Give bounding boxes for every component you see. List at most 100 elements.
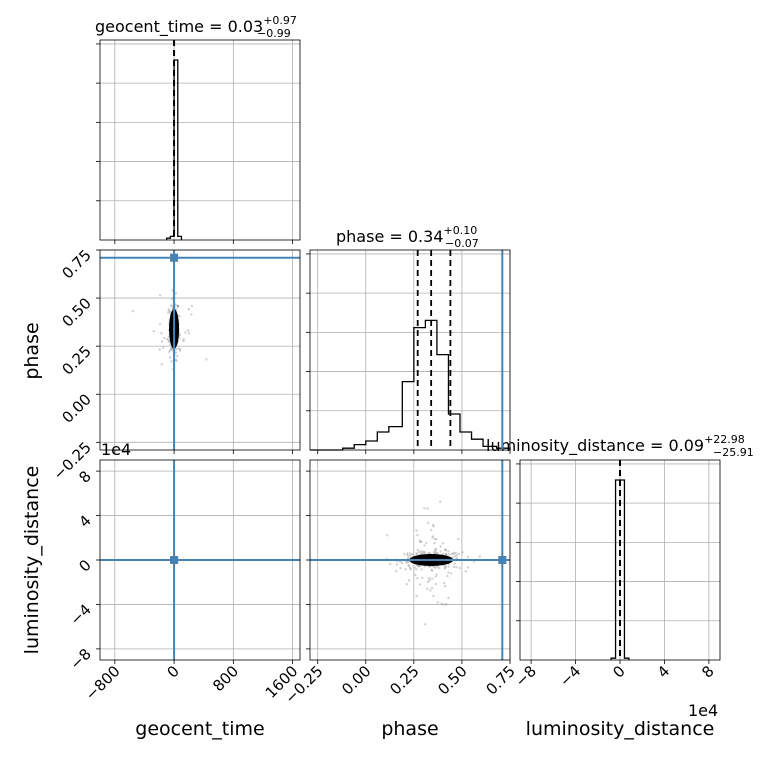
pg-sample-point	[160, 332, 163, 335]
lp-sample-point	[416, 533, 419, 537]
hist-geocent-frame	[99, 39, 301, 241]
lp-sample-point	[404, 567, 407, 571]
pg-sample-point	[178, 333, 182, 337]
pg-sample-point	[168, 310, 172, 314]
lp-sample-point	[409, 553, 413, 557]
lp-sample-point	[421, 576, 424, 580]
lp-sample-point	[411, 552, 415, 556]
pg-sample-point	[182, 339, 185, 343]
lp-sample-point	[444, 549, 447, 552]
lp-sample-point	[457, 552, 460, 556]
lp-sample-point	[427, 521, 430, 525]
lp-sample-point	[423, 506, 426, 510]
lp-sample-point	[407, 564, 410, 567]
lp-sample-point	[406, 552, 409, 555]
lp-sample-point	[428, 579, 431, 582]
title-geocent-time-minus: −0.99	[257, 27, 291, 40]
exponent-label-luminosity-distance-x: 1e4	[688, 701, 718, 720]
x-axis-label-geocent-time: geocent_time	[135, 718, 264, 740]
pg-sample-point	[178, 336, 181, 339]
lp-sample-point	[420, 552, 423, 555]
pg-sample-point	[174, 351, 178, 354]
lp-sample-point	[433, 541, 436, 545]
pg-sample-point	[174, 347, 178, 351]
lp-sample-point	[430, 528, 433, 532]
lp-sample-point	[443, 567, 447, 570]
lp-sample-point	[439, 550, 442, 553]
lp-sample-point	[420, 550, 423, 553]
lg-truth-marker	[170, 556, 179, 564]
pg-sample-point	[184, 331, 187, 334]
lp-sample-point	[428, 551, 431, 555]
pg-sample-point	[174, 358, 178, 362]
lp-sample-point	[426, 507, 429, 510]
lp-sample-point	[447, 553, 451, 556]
pg-sample-point	[170, 360, 173, 363]
pg-sample-point	[171, 289, 174, 292]
lp-sample-point	[435, 573, 438, 576]
lp-sample-point	[444, 565, 447, 568]
lp-sample-point	[429, 589, 432, 592]
pg-sample-point	[160, 363, 164, 366]
lp-sample-point	[442, 581, 446, 585]
pg-sample-point	[168, 309, 171, 312]
lp-sample-point	[408, 566, 412, 570]
lp-sample-point	[432, 525, 435, 528]
pg-sample-point	[158, 323, 162, 326]
pg-sample-point	[176, 305, 180, 308]
pg-sample-point	[169, 347, 173, 350]
lp-sample-point	[444, 553, 448, 556]
lp-sample-point	[432, 594, 435, 598]
pg-sample-point	[187, 307, 190, 311]
lp-sample-point	[423, 552, 427, 555]
lp-sample-point	[447, 550, 450, 553]
lp-sample-point	[457, 537, 460, 541]
lp-sample-point	[415, 552, 418, 555]
pg-sample-point	[162, 346, 165, 349]
lp-sample-point	[386, 534, 389, 537]
pg-sample-point	[167, 340, 170, 344]
lp-sample-point	[434, 547, 438, 551]
lp-sample-point	[432, 535, 435, 538]
pg-sample-point	[190, 313, 193, 316]
pg-sample-point	[131, 309, 135, 313]
lp-sample-point	[406, 557, 410, 560]
lp-sample-point	[423, 551, 426, 554]
lp-sample-point	[424, 541, 428, 545]
pg-sample-point	[166, 311, 170, 314]
pg-sample-point	[168, 356, 172, 359]
lg-frame	[99, 459, 301, 661]
lp-sample-point	[453, 562, 457, 565]
pg-sample-point	[167, 350, 171, 354]
lp-sample-point	[416, 552, 419, 556]
pg-sample-point	[160, 340, 164, 343]
lp-sample-point	[395, 563, 399, 566]
pg-sample-point	[178, 349, 182, 352]
pg-sample-point	[178, 315, 181, 318]
lp-sample-point	[440, 602, 443, 605]
pg-sample-point	[178, 348, 182, 351]
exponent-label-luminosity-distance-y: 1e4	[101, 440, 131, 459]
x-axis-label-phase: phase	[381, 718, 438, 740]
lp-sample-point	[452, 565, 456, 569]
lp-truth-marker	[498, 556, 507, 564]
lp-sample-point	[435, 537, 438, 541]
pg-sample-point	[169, 304, 173, 307]
lp-sample-point	[416, 565, 420, 568]
lp-sample-point	[413, 566, 416, 569]
y-axis-label-luminosity-distance: luminosity_distance	[21, 466, 43, 655]
lp-sample-point	[427, 565, 431, 568]
hist-phase-frame	[309, 249, 511, 451]
lp-sample-point	[406, 553, 409, 557]
lp-frame	[309, 459, 511, 661]
hist-ld-frame	[519, 459, 721, 661]
lp-sample-point	[432, 551, 436, 554]
pg-sample-point	[177, 305, 180, 309]
pg-sample-point	[158, 348, 161, 351]
geocent-histogram	[166, 59, 183, 240]
title-phase: phase = 0.34+0.10	[336, 224, 477, 246]
lp-sample-point	[418, 583, 422, 586]
lp-sample-point	[405, 583, 409, 586]
lp-sample-point	[454, 555, 457, 558]
